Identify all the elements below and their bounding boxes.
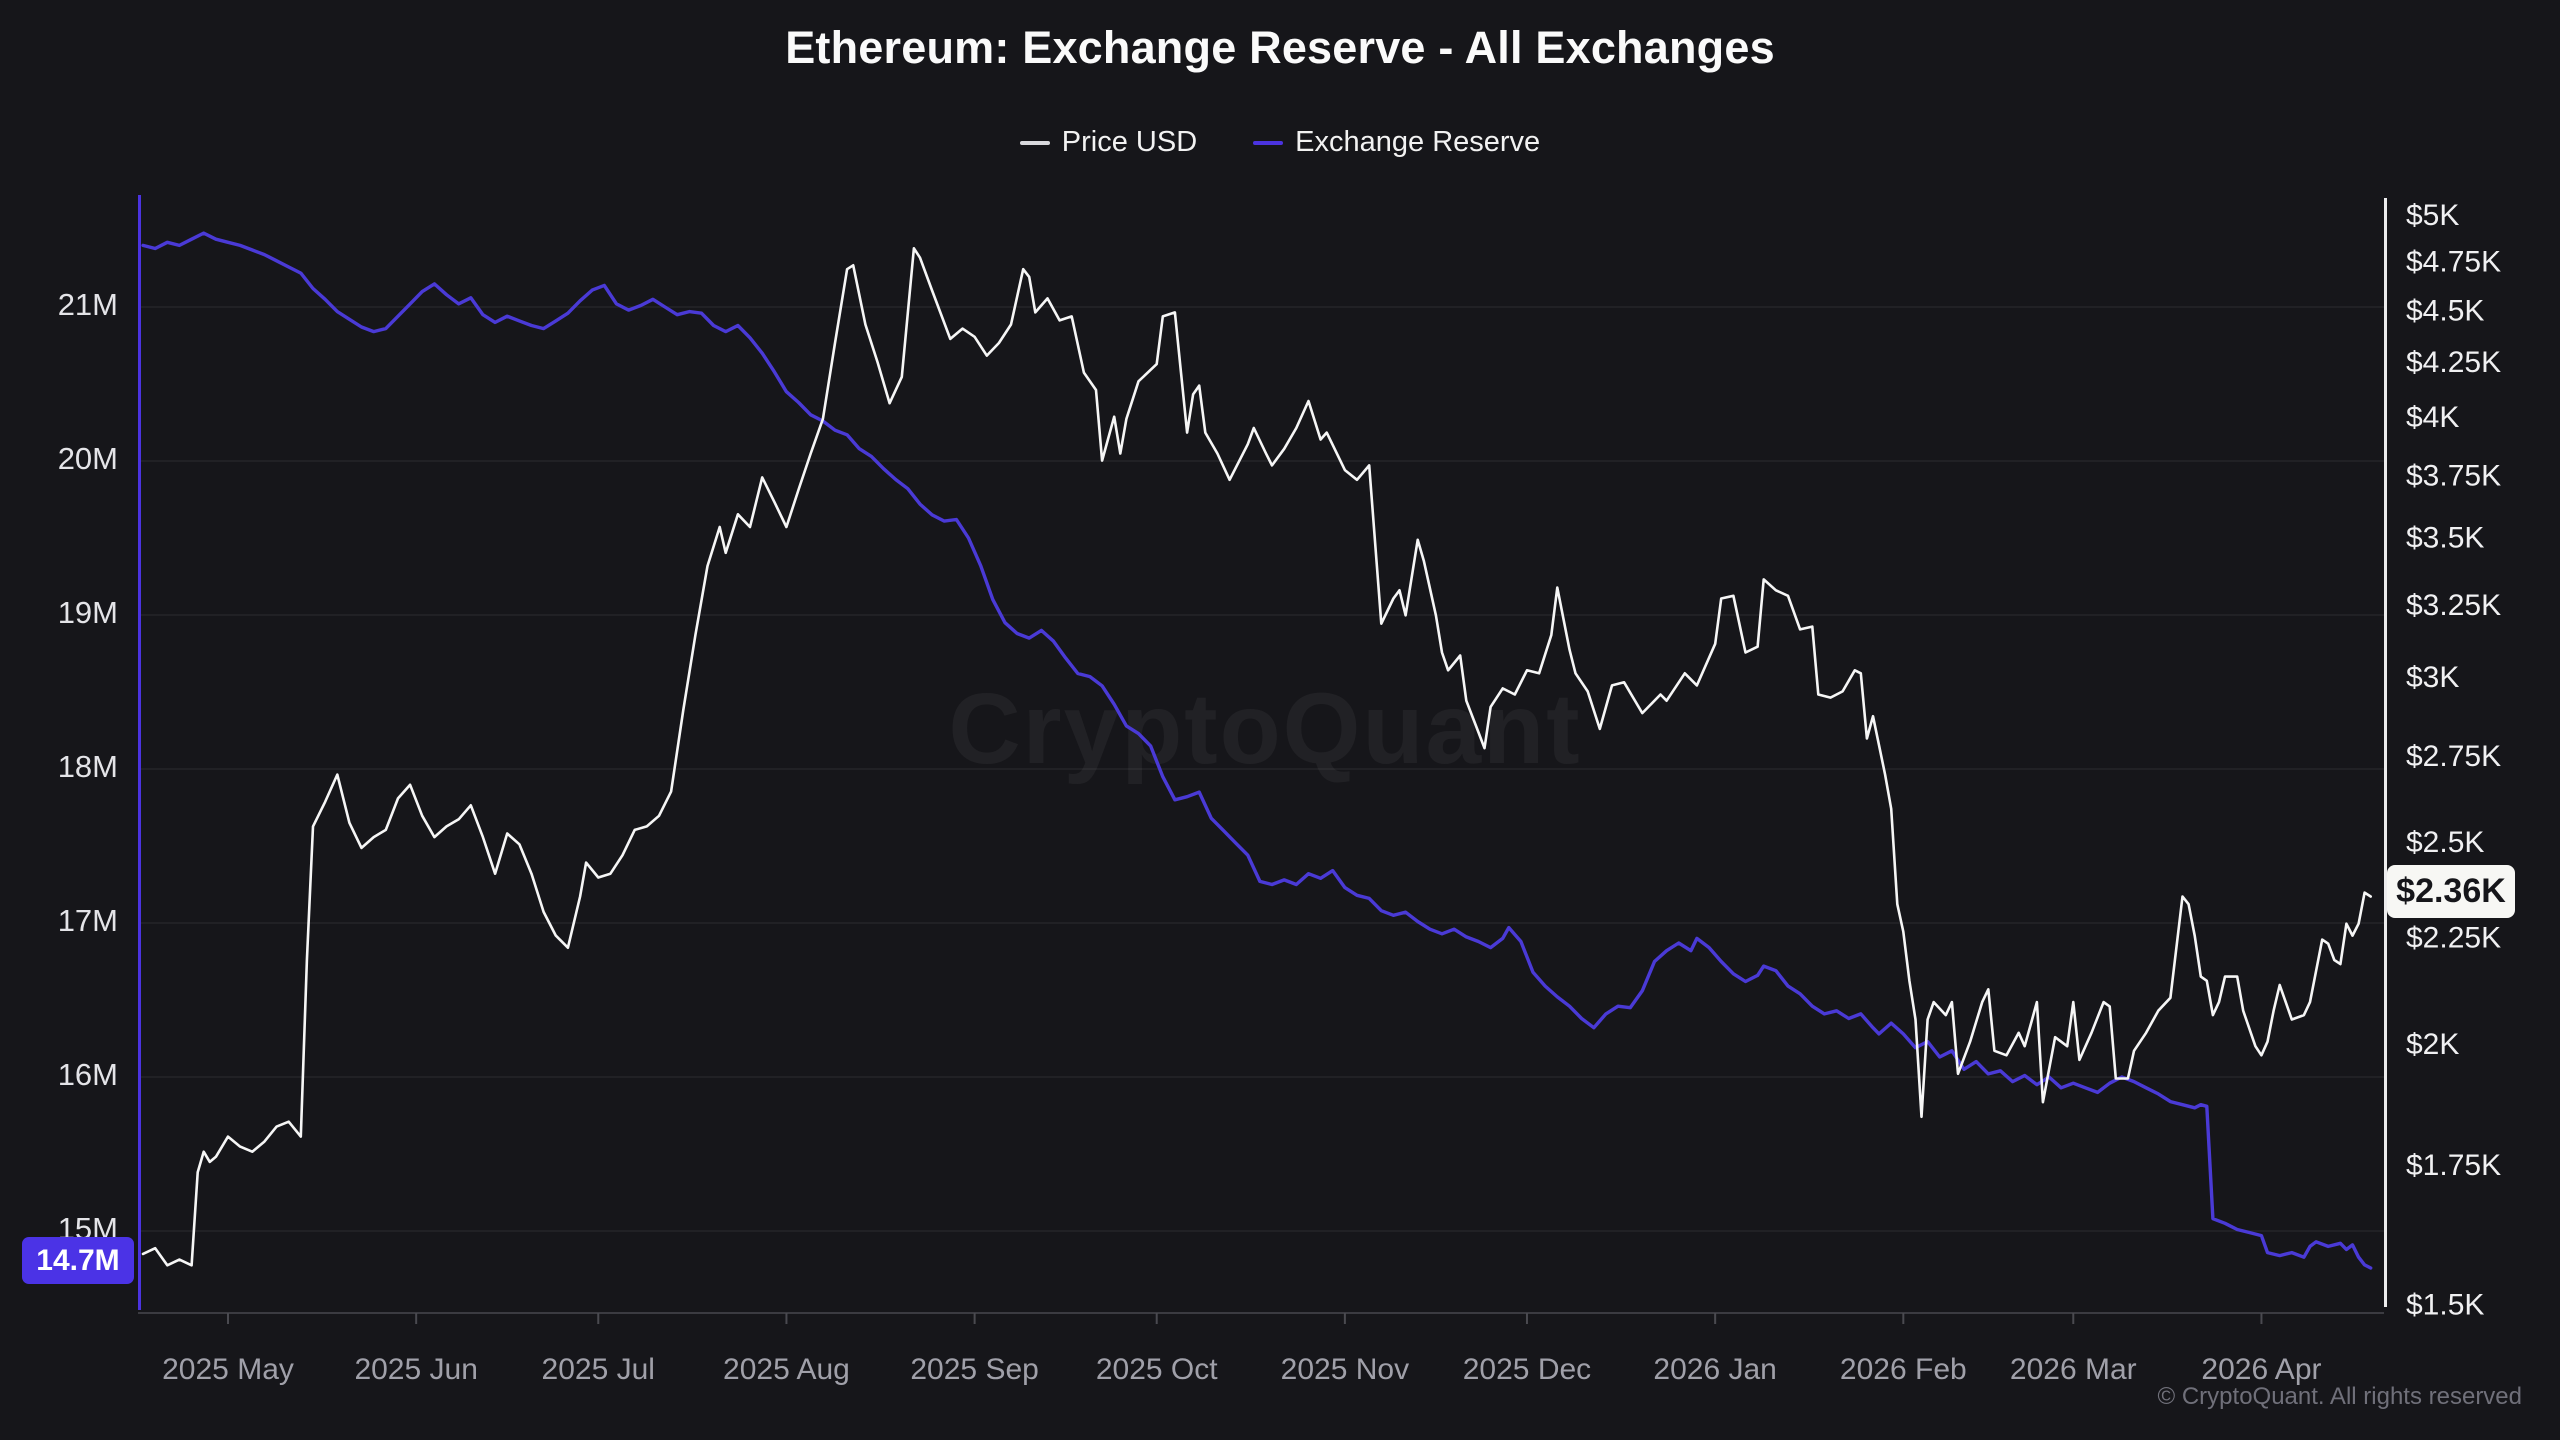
x-tick-label[interactable]: 2025 Oct	[1096, 1353, 1218, 1386]
legend-label-price: Price USD	[1061, 126, 1198, 158]
x-tick-label[interactable]: 2026 Feb	[1840, 1353, 1967, 1386]
x-tick-label[interactable]: 2025 Nov	[1281, 1353, 1409, 1386]
legend: Price USD Exchange Reserve	[0, 126, 2560, 159]
left-axis-tick-label[interactable]: 21M	[58, 287, 118, 322]
right-axis-tick-label[interactable]: $2.25K	[2406, 922, 2501, 955]
reserve-line-swatch-icon	[1253, 140, 1284, 145]
right-axis-tick-label[interactable]: $4.5K	[2406, 294, 2484, 327]
right-axis-tick-label[interactable]: $3.25K	[2406, 589, 2501, 622]
right-axis-tick-label[interactable]: $1.5K	[2406, 1289, 2484, 1322]
price-current-value-badge: $2.36K	[2387, 865, 2515, 918]
right-axis-tick-label[interactable]: $3.5K	[2406, 522, 2484, 555]
right-axis-tick-label[interactable]: $3K	[2406, 661, 2459, 694]
exchange-reserve-line[interactable]	[141, 231, 2373, 1270]
left-axis-tick-label[interactable]: 16M	[58, 1057, 118, 1092]
left-axis-tick-label[interactable]: 19M	[58, 595, 118, 630]
right-axis-tick-label[interactable]: $3.75K	[2406, 459, 2501, 492]
right-axis-tick-label[interactable]: $1.75K	[2406, 1149, 2501, 1182]
x-tick-label[interactable]: 2026 Apr	[2201, 1353, 2321, 1386]
x-tick-label[interactable]: 2026 Jan	[1653, 1353, 1776, 1386]
x-tick-label[interactable]: 2025 Aug	[723, 1353, 850, 1386]
left-axis-tick-label[interactable]: 20M	[58, 441, 118, 476]
x-tick-label[interactable]: 2026 Mar	[2010, 1353, 2137, 1386]
right-axis-tick-label[interactable]: $4.75K	[2406, 245, 2501, 278]
right-axis-tick-label[interactable]: $2.75K	[2406, 740, 2501, 773]
x-tick-label[interactable]: 2025 May	[162, 1353, 294, 1386]
copyright-text: © CryptoQuant. All rights reserved	[2157, 1383, 2523, 1410]
x-tick-label[interactable]: 2025 Jul	[542, 1353, 655, 1386]
left-axis-tick-label[interactable]: 17M	[58, 903, 118, 938]
legend-label-reserve: Exchange Reserve	[1295, 126, 1541, 158]
reserve-current-value-badge: 14.7M	[22, 1237, 134, 1284]
x-tick-label[interactable]: 2025 Dec	[1463, 1353, 1591, 1386]
price-usd-line[interactable]	[141, 247, 2372, 1267]
right-axis-tick-label[interactable]: $5K	[2406, 199, 2459, 232]
left-axis-tick-label[interactable]: 18M	[58, 749, 118, 784]
right-axis-tick-label[interactable]: $2K	[2406, 1028, 2459, 1061]
page-title: Ethereum: Exchange Reserve - All Exchang…	[785, 22, 1775, 73]
x-tick-label[interactable]: 2025 Jun	[354, 1353, 477, 1386]
right-axis-tick-label[interactable]: $4.25K	[2406, 346, 2501, 379]
right-axis-tick-label[interactable]: $4K	[2406, 401, 2459, 434]
legend-item-price[interactable]: Price USD	[1019, 126, 1198, 159]
x-tick-label[interactable]: 2025 Sep	[910, 1353, 1038, 1386]
price-line-swatch-icon	[1019, 140, 1050, 145]
right-axis-tick-label[interactable]: $2.5K	[2406, 826, 2484, 859]
legend-item-reserve[interactable]: Exchange Reserve	[1253, 126, 1540, 159]
